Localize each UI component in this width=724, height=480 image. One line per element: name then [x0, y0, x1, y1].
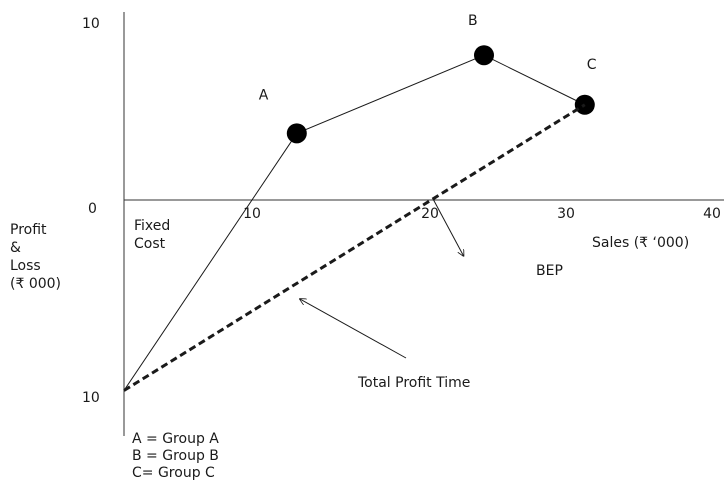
legend-line-a: A = Group A — [132, 431, 219, 447]
fixed-cost-label-line-2: Cost — [134, 236, 166, 252]
y-tick-label-top: 10 — [82, 16, 100, 32]
total-profit-time-arrow — [300, 299, 407, 359]
point-labels: A B C — [259, 13, 597, 103]
bep-label: BEP — [536, 263, 563, 279]
legend-line-b: B = Group B — [132, 448, 219, 464]
point-label-b: B — [468, 13, 478, 29]
group-profit-line — [123, 54, 586, 391]
y-axis-label-line-4: (₹ 000) — [10, 276, 61, 292]
x-tick-label-40: 40 — [703, 206, 721, 222]
y-axis-label-line-1: Profit — [10, 222, 47, 238]
total-profit-time-label: Total Profit Time — [357, 375, 470, 391]
point-label-a: A — [259, 87, 269, 103]
bep-arrow — [433, 199, 464, 256]
total-profit-dashed-line — [123, 103, 586, 392]
x-tick-label-30: 30 — [557, 206, 575, 222]
point-a — [286, 123, 307, 144]
legend-line-c: C= Group C — [132, 465, 215, 480]
x-axis-label: Sales (₹ ‘000) — [592, 235, 689, 251]
point-label-c: C — [587, 57, 597, 73]
y-axis-label-line-3: Loss — [10, 258, 41, 274]
x-tick-label-10: 10 — [243, 206, 261, 222]
series-group — [123, 45, 595, 392]
x-tick-labels: 10 20 30 40 — [243, 206, 721, 222]
point-b — [474, 45, 494, 66]
x-tick-label-20: 20 — [421, 206, 439, 222]
y-axis-label-line-2: & — [10, 240, 21, 256]
y-tick-label-bottom: 10 — [82, 390, 100, 406]
y-tick-label-zero: 0 — [88, 201, 97, 217]
fixed-cost-label-line-1: Fixed — [134, 218, 170, 234]
